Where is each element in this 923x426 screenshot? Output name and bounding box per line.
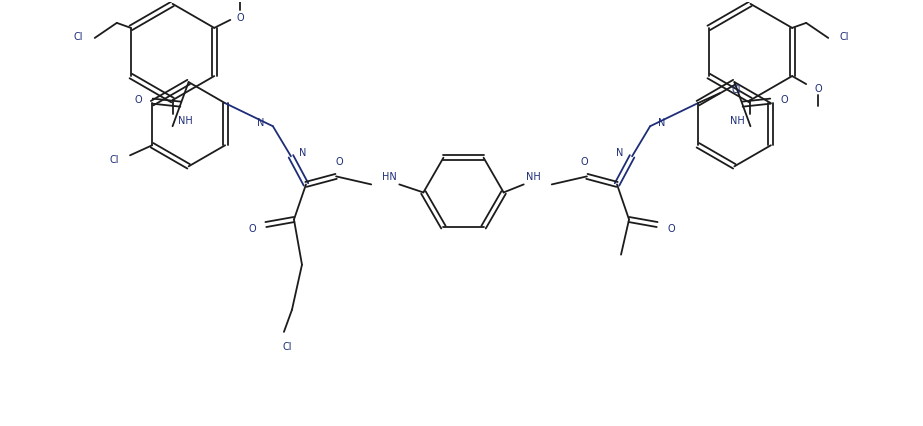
Text: N: N [658,118,665,128]
Text: O: O [248,223,256,233]
Text: O: O [781,95,788,105]
Text: NH: NH [730,116,745,126]
Text: O: O [580,157,588,167]
Text: NH: NH [526,172,541,182]
Text: O: O [814,84,822,94]
Text: HN: HN [382,172,397,182]
Text: Cl: Cl [74,32,83,42]
Text: O: O [335,157,343,167]
Text: Cl: Cl [109,155,119,165]
Text: Cl: Cl [731,85,741,95]
Text: N: N [299,148,306,158]
Text: O: O [236,13,245,23]
Text: O: O [135,95,142,105]
Text: N: N [258,118,265,128]
Text: N: N [617,148,624,158]
Text: O: O [667,223,675,233]
Text: NH: NH [178,116,193,126]
Text: Cl: Cl [282,341,292,351]
Text: Cl: Cl [840,32,849,42]
